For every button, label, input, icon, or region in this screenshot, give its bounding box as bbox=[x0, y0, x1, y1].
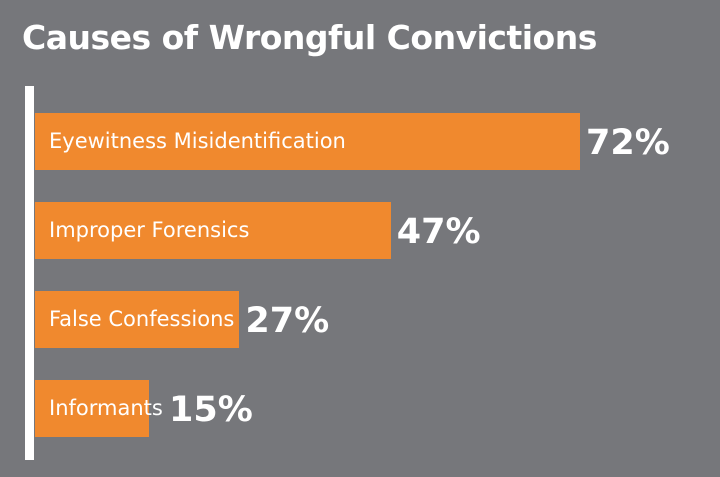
bar bbox=[35, 380, 149, 437]
value-label: 15% bbox=[169, 390, 253, 430]
category-label: Informants bbox=[49, 396, 163, 420]
y-axis-line bbox=[25, 86, 34, 460]
bar bbox=[35, 291, 240, 348]
category-label: Eyewitness Misidentification bbox=[49, 129, 346, 153]
value-label: 47% bbox=[396, 212, 481, 252]
category-label: Improper Forensics bbox=[49, 218, 250, 242]
value-label: 27% bbox=[245, 301, 330, 341]
chart-title: Causes of Wrongful Convictions bbox=[22, 18, 597, 57]
bar bbox=[35, 202, 391, 259]
category-label: False Confessions bbox=[49, 307, 235, 331]
bar bbox=[35, 113, 581, 170]
value-label: 72% bbox=[586, 123, 670, 163]
